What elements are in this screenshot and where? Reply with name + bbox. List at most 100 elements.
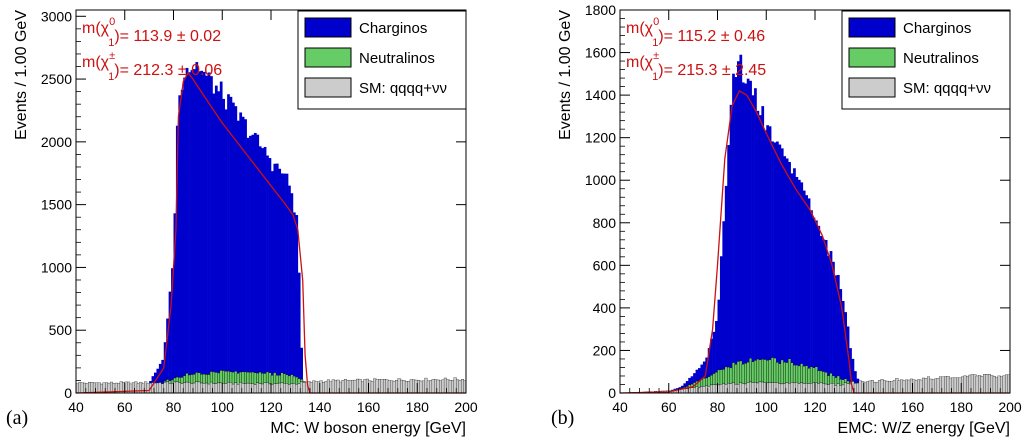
chargino-bar bbox=[715, 320, 718, 373]
chargino-bar bbox=[280, 173, 284, 373]
chargino-bar bbox=[154, 372, 157, 384]
chargino-bar bbox=[805, 195, 808, 366]
fit-annotation-prefix: m( bbox=[82, 20, 101, 37]
y-tick-label: 1200 bbox=[585, 130, 616, 146]
chargino-bar bbox=[827, 255, 830, 376]
panel-label: (a) bbox=[6, 407, 28, 429]
x-tick-label: 80 bbox=[710, 399, 726, 415]
chargino-bar bbox=[256, 134, 260, 374]
legend-entry-label: SM: qqqq+νν bbox=[903, 80, 991, 97]
y-tick-label: 400 bbox=[593, 300, 617, 316]
x-tick-label: 180 bbox=[950, 399, 974, 415]
chargino-bar bbox=[688, 377, 691, 385]
chart-panel-a: 40 60 80 100 120 140 160 180 2000500100015002000… bbox=[6, 8, 478, 437]
y-tick-label: 0 bbox=[64, 385, 72, 401]
chargino-bar bbox=[685, 381, 689, 387]
chargino-bar bbox=[693, 373, 696, 383]
chargino-bar bbox=[210, 76, 213, 372]
fit-annotation-sub: 1 bbox=[108, 37, 114, 49]
fit-annotation-tilde: χ bbox=[101, 54, 110, 71]
chargino-bar bbox=[778, 144, 782, 364]
fit-annotation-text: m(χ± 1)= 212.3 ± 0.06 bbox=[82, 50, 222, 83]
x-tick-label: 160 bbox=[357, 399, 381, 415]
legend-entry-label: Neutralinos bbox=[359, 50, 435, 67]
chargino-bar bbox=[844, 312, 847, 379]
x-tick-label: 60 bbox=[117, 399, 133, 415]
chargino-bar bbox=[815, 220, 818, 367]
chargino-bar bbox=[773, 142, 777, 359]
x-tick-label: 120 bbox=[803, 399, 827, 415]
chargino-bar bbox=[717, 299, 721, 370]
chargino-bar bbox=[278, 168, 282, 376]
chargino-bar bbox=[166, 318, 169, 380]
chargino-bar bbox=[698, 368, 701, 381]
chargino-bar bbox=[680, 385, 684, 389]
chargino-bar bbox=[797, 179, 801, 366]
chargino-bar bbox=[854, 371, 857, 384]
chargino-bar bbox=[737, 61, 740, 362]
chargino-bar bbox=[768, 126, 772, 360]
chargino-bar bbox=[251, 134, 255, 372]
fit-annotation-prefix: m( bbox=[82, 54, 101, 71]
fit-curve-line bbox=[619, 89, 1010, 394]
chargino-bar bbox=[202, 71, 206, 375]
chargino-bar bbox=[292, 212, 296, 377]
chargino-bar bbox=[727, 145, 730, 368]
chargino-bar bbox=[817, 225, 821, 371]
chargino-bar bbox=[744, 83, 748, 364]
fit-annotation-sub: 1 bbox=[108, 71, 114, 83]
chargino-bar bbox=[288, 185, 291, 376]
chargino-bar bbox=[700, 364, 704, 380]
legend: Charginos Neutralinos SM: qqqq+νν bbox=[841, 10, 1011, 110]
chargino-bar bbox=[200, 70, 204, 375]
y-axis-title: Events / 1.00 GeV bbox=[557, 10, 574, 140]
chargino-bar bbox=[229, 96, 233, 372]
chargino-bar bbox=[749, 80, 752, 359]
chargino-bar bbox=[244, 119, 247, 372]
chargino-bar bbox=[219, 81, 223, 371]
legend-swatch bbox=[304, 17, 352, 38]
chargino-bar bbox=[295, 215, 299, 378]
chargino-bar bbox=[746, 78, 750, 363]
chargino-bar bbox=[729, 104, 733, 368]
chargino-bar bbox=[695, 369, 699, 382]
chargino-bar bbox=[197, 71, 201, 373]
chargino-bar bbox=[261, 148, 264, 374]
x-tick-label: 180 bbox=[406, 399, 430, 415]
chargino-bar bbox=[824, 240, 828, 373]
chargino-bar bbox=[758, 115, 762, 360]
chargino-bar bbox=[193, 69, 196, 375]
chargino-bar bbox=[246, 137, 250, 373]
chargino-bar bbox=[756, 110, 760, 360]
chargino-bar bbox=[788, 162, 791, 359]
y-tick-label: 1800 bbox=[585, 2, 616, 18]
chargino-bar bbox=[741, 82, 745, 365]
chargino-bar bbox=[173, 213, 177, 378]
legend-entry-label: Neutralinos bbox=[903, 50, 979, 67]
fit-curve-line bbox=[75, 71, 466, 394]
chargino-bar bbox=[149, 381, 152, 384]
chargino-bar bbox=[836, 274, 840, 376]
legend-swatch bbox=[304, 77, 352, 98]
x-tick-label: 60 bbox=[661, 399, 677, 415]
chargino-bar bbox=[241, 116, 245, 372]
fit-annotation-value: )= 113.9 ± 0.02 bbox=[114, 28, 221, 45]
chargino-bar bbox=[851, 358, 855, 381]
chargino-bar bbox=[800, 182, 804, 364]
chargino-bar bbox=[222, 98, 225, 371]
x-axis-title: EMC: W/Z energy [GeV] bbox=[838, 420, 1010, 437]
chargino-bar bbox=[739, 54, 743, 361]
chargino-bar bbox=[239, 112, 243, 373]
chargino-bar bbox=[268, 158, 272, 373]
y-tick-label: 0 bbox=[608, 385, 616, 401]
legend-entry-label: SM: qqqq+νν bbox=[359, 80, 447, 97]
chargino-bar bbox=[724, 185, 728, 367]
chargino-bar bbox=[227, 94, 230, 372]
chargino-bar bbox=[832, 261, 835, 376]
chargino-bar bbox=[285, 173, 289, 375]
chargino-bar bbox=[207, 72, 211, 375]
chargino-bar bbox=[180, 89, 184, 378]
y-tick-label: 500 bbox=[49, 322, 73, 338]
chargino-bar bbox=[751, 95, 755, 362]
chargino-bar bbox=[195, 62, 199, 373]
